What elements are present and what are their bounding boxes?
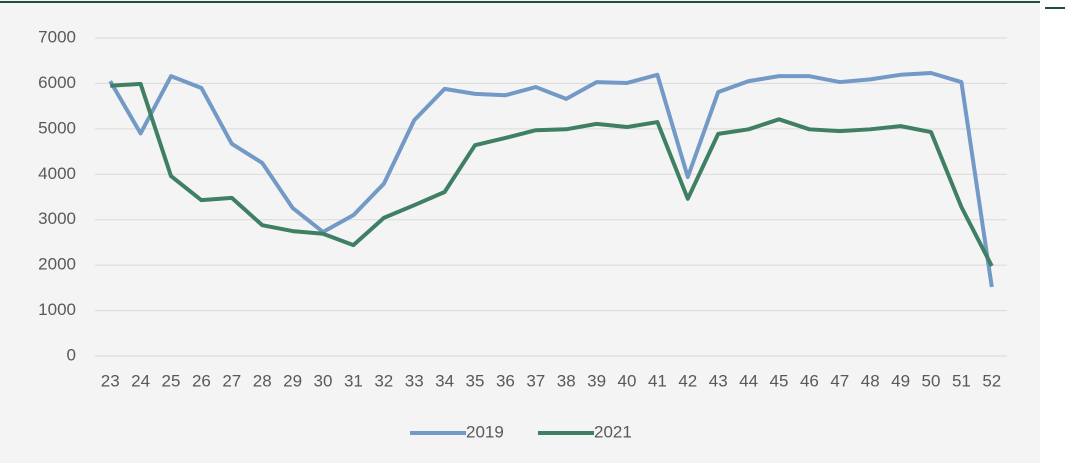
y-tick-label: 4000: [38, 164, 76, 183]
x-tick-label: 33: [405, 371, 424, 390]
x-tick-label: 45: [770, 371, 789, 390]
y-tick-label: 7000: [38, 27, 76, 46]
y-tick-label: 5000: [38, 118, 76, 137]
x-tick-label: 51: [952, 371, 971, 390]
x-tick-label: 36: [496, 371, 515, 390]
x-tick-label: 52: [982, 371, 1001, 390]
x-tick-label: 39: [587, 371, 606, 390]
legend-label: 2019: [466, 422, 504, 441]
x-tick-label: 38: [557, 371, 576, 390]
series-line: [110, 81, 994, 267]
y-tick-label: 1000: [38, 300, 76, 319]
x-tick-label: 26: [192, 371, 211, 390]
x-tick-label: 37: [526, 371, 545, 390]
x-tick-label: 40: [618, 371, 637, 390]
x-tick-label: 50: [922, 371, 941, 390]
x-tick-label: 43: [709, 371, 728, 390]
x-tick-label: 44: [739, 371, 758, 390]
y-tick-label: 6000: [38, 73, 76, 92]
x-tick-label: 42: [678, 371, 697, 390]
y-tick-label: 0: [67, 345, 76, 364]
x-tick-label: 41: [648, 371, 667, 390]
x-tick-label: 32: [374, 371, 393, 390]
y-tick-label: 2000: [38, 255, 76, 274]
y-tick-label: 3000: [38, 209, 76, 228]
x-tick-label: 49: [891, 371, 910, 390]
x-tick-label: 23: [101, 371, 120, 390]
x-tick-label: 28: [253, 371, 272, 390]
x-tick-label: 31: [344, 371, 363, 390]
x-tick-label: 25: [162, 371, 181, 390]
series-line: [108, 70, 994, 288]
x-tick-label: 48: [861, 371, 880, 390]
legend-label: 2021: [594, 422, 632, 441]
x-tick-label: 47: [830, 371, 849, 390]
chart-background: [0, 0, 1040, 463]
x-tick-label: 35: [466, 371, 485, 390]
x-tick-label: 46: [800, 371, 819, 390]
x-tick-label: 30: [314, 371, 333, 390]
x-tick-label: 27: [222, 371, 241, 390]
x-tick-label: 24: [131, 371, 150, 390]
x-tick-label: 29: [283, 371, 302, 390]
x-tick-label: 34: [435, 371, 454, 390]
